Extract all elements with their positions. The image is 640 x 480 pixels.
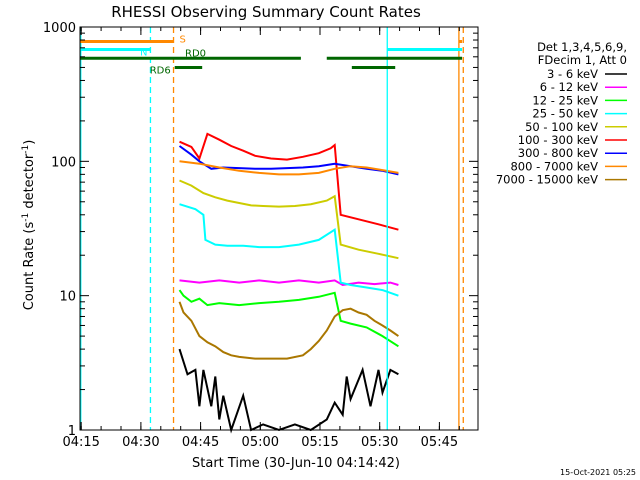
legend-label-7: 800 - 7000 keV — [510, 159, 598, 173]
x-tick-label-5: 05:30 — [361, 435, 398, 450]
legend: Det 1,3,4,5,6,9, FDecim 1, Att 0 3 - 6 k… — [496, 40, 627, 187]
x-tick-label-1: 04:30 — [122, 435, 159, 450]
legend-label-3: 25 - 50 keV — [532, 107, 598, 121]
vertical-marker-layer — [80, 27, 464, 430]
chart-title: RHESSI Observing Summary Count Rates — [111, 3, 421, 21]
legend-label-2: 12 - 25 keV — [532, 93, 598, 107]
series-layer — [178, 132, 399, 434]
series-line-0 — [178, 348, 399, 434]
y-axis-title-part3: ) — [22, 140, 37, 145]
y-axis-title-part1: Count Rate (s — [22, 222, 37, 311]
plot-frame — [79, 26, 479, 431]
x-axis: 04:15 04:30 04:45 05:00 05:15 05:30 05:45 — [62, 27, 460, 450]
y-axis-title-sup1: -1 — [21, 213, 31, 222]
legend-label-8: 7000 - 15000 keV — [496, 173, 598, 187]
y-axis-title-sup2: -1 — [21, 145, 31, 154]
series-line-7 — [179, 160, 399, 176]
flag-label-2: RD0 — [185, 48, 206, 59]
x-tick-label-4: 05:15 — [301, 435, 338, 450]
x-tick-label-2: 04:45 — [182, 435, 219, 450]
series-line-4 — [179, 179, 399, 260]
x-tick-label-0: 04:15 — [62, 435, 99, 450]
y-tick-label-2: 100 — [51, 155, 76, 170]
x-tick-label-6: 05:45 — [421, 435, 458, 450]
flag-label-0: S — [180, 34, 186, 45]
legend-label-4: 50 - 100 keV — [525, 120, 598, 134]
x-axis-title: Start Time (30-Jun-10 04:14:42) — [192, 456, 400, 471]
y-tick-label-0: 1 — [68, 424, 76, 439]
flag-layer: S N RD0 RD6 — [80, 34, 463, 76]
y-axis-title-part2: detector — [22, 153, 37, 213]
flag-label-1: N — [140, 47, 147, 58]
y-tick-label-3: 1000 — [43, 21, 76, 36]
flag-label-3: RD6 — [150, 65, 171, 76]
legend-label-6: 300 - 800 keV — [518, 146, 598, 160]
series-line-8 — [178, 301, 399, 360]
series-line-3 — [179, 203, 399, 297]
series-line-1 — [179, 279, 399, 287]
legend-header-decimation: FDecim 1, Att 0 — [538, 53, 627, 67]
legend-label-0: 3 - 6 keV — [547, 67, 598, 81]
series-line-5 — [179, 132, 399, 231]
generation-timestamp: 15-Oct-2021 05:25 — [560, 468, 636, 477]
y-axis: 1 10 100 1000 — [43, 21, 478, 439]
x-tick-label-3: 05:00 — [242, 435, 279, 450]
y-axis-title: Count Rate (s-1 detector-1) — [21, 140, 37, 311]
legend-label-1: 6 - 12 keV — [540, 80, 598, 94]
y-tick-label-1: 10 — [59, 290, 76, 305]
legend-label-5: 100 - 300 keV — [518, 133, 598, 147]
series-line-2 — [178, 289, 399, 348]
legend-header-detectors: Det 1,3,4,5,6,9, — [537, 40, 627, 54]
